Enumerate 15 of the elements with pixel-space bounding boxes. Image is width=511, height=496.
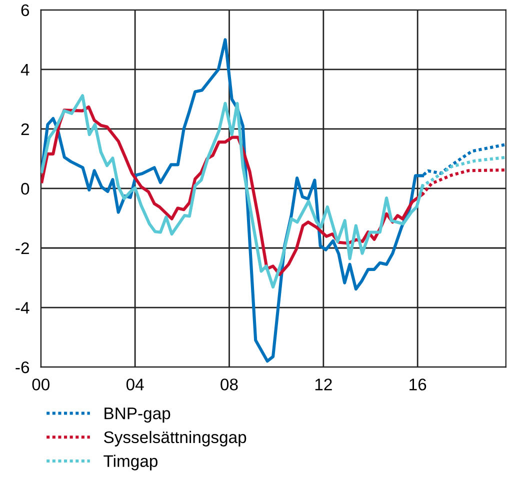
y-tick-label: -4 [16,302,30,314]
legend-label: Sysselsättningsgap [104,430,246,446]
x-tick-label: 12 [315,378,332,390]
y-tick-label: 0 [21,182,30,195]
x-tick-label: 16 [410,378,426,390]
x-tick-label: 08 [220,378,238,390]
y-tick-label: -2 [16,242,29,254]
x-tick-label: 04 [126,378,144,390]
y-tick-label: 6 [21,4,30,16]
x-tick-label: 00 [32,378,50,390]
legend-label: BNP-gap [104,408,170,423]
y-tick-label: 2 [21,123,29,135]
y-tick-label: 4 [20,64,30,76]
y-tick-label: -6 [16,361,30,374]
legend-label: Timgap [104,454,158,470]
